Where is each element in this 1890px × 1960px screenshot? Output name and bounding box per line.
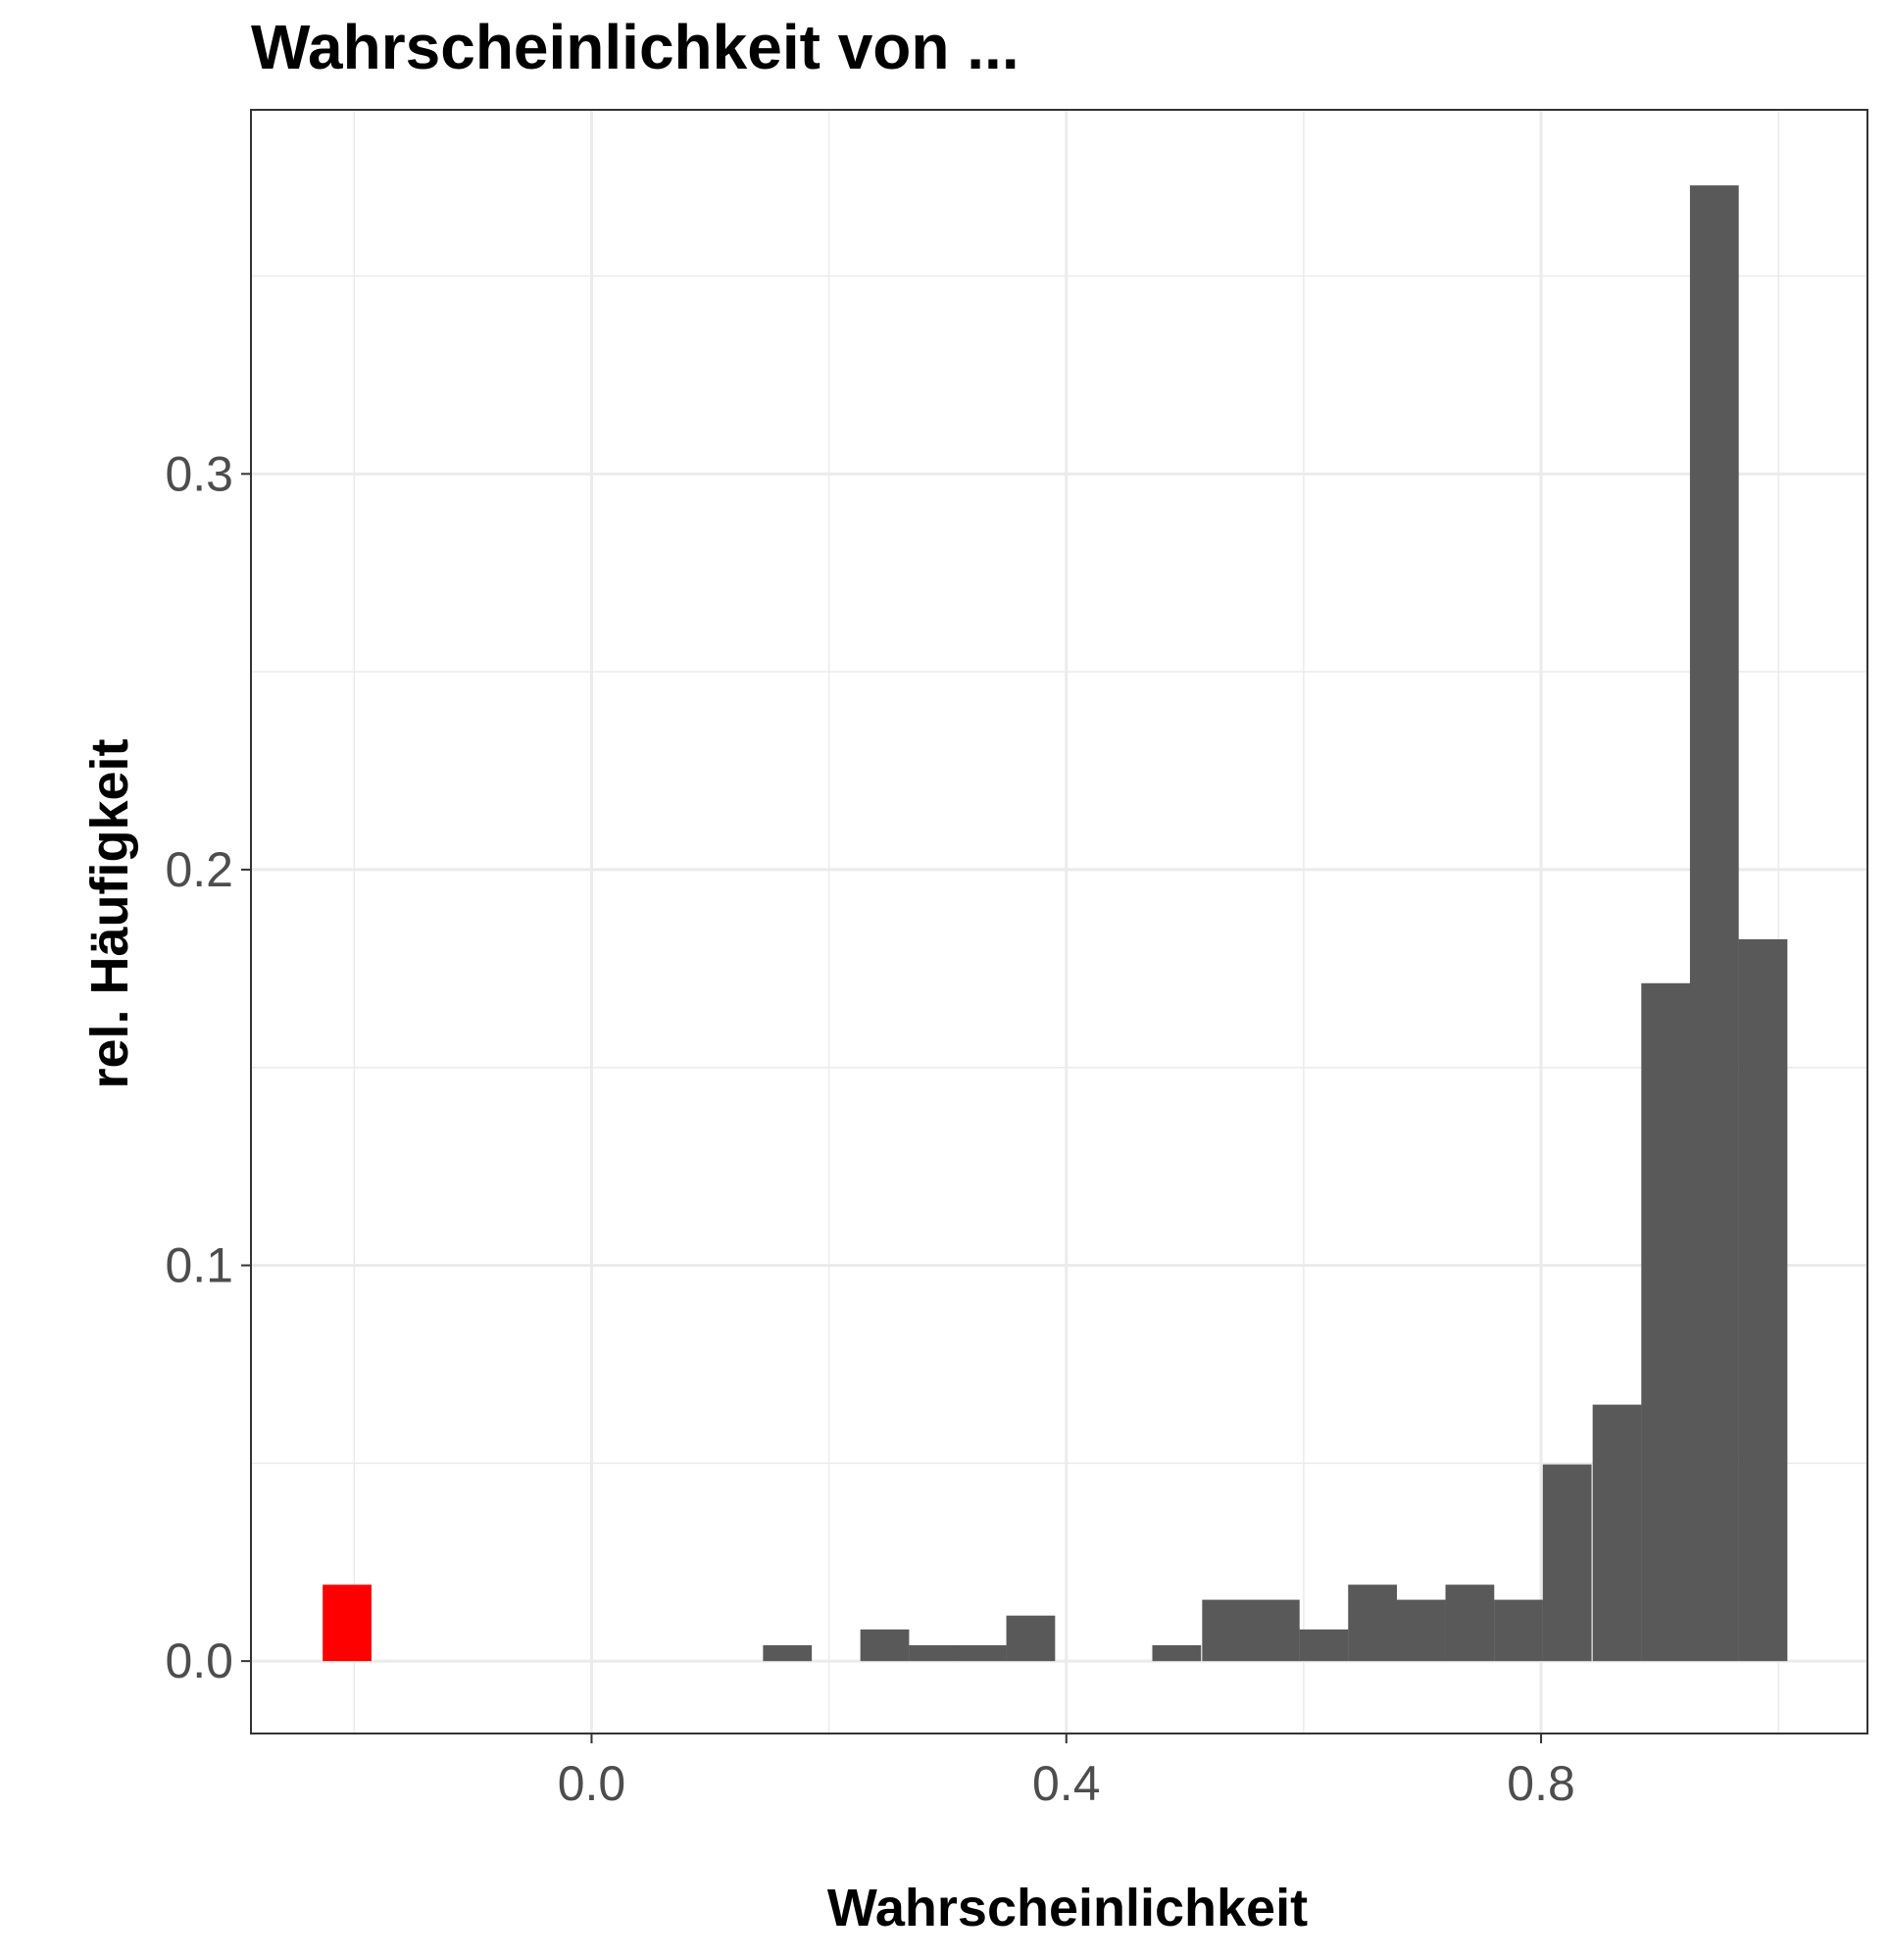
histogram-bar <box>1152 1644 1202 1662</box>
minor-gridlines <box>251 110 1867 1734</box>
y-axis-title: rel. Häufigkeit <box>80 738 139 1088</box>
x-tick-label: 0.0 <box>558 1756 626 1811</box>
histogram-bar <box>1738 938 1788 1662</box>
y-tick-label: 0.3 <box>165 446 233 501</box>
histogram-bar <box>1445 1584 1495 1662</box>
histogram-bar <box>1396 1599 1446 1662</box>
x-axis-title: Wahrscheinlichkeit <box>827 1879 1308 1937</box>
y-axis: 0.0 0.1 0.2 0.3 <box>165 446 251 1688</box>
histogram-bar <box>1006 1615 1056 1662</box>
histogram-bar <box>860 1629 910 1662</box>
histogram-bar <box>1299 1629 1349 1662</box>
histogram-bar <box>1689 185 1739 1662</box>
histogram-bar <box>1348 1584 1398 1662</box>
histogram-bar <box>1250 1599 1300 1662</box>
major-gridlines <box>251 110 1867 1734</box>
histogram-bar <box>1542 1464 1592 1662</box>
chart-title: Wahrscheinlichkeit von ... <box>251 12 1020 82</box>
histogram-bar <box>1641 982 1691 1662</box>
y-tick-label: 0.1 <box>165 1238 233 1293</box>
histogram-bar <box>1592 1404 1642 1662</box>
histogram-bar <box>909 1644 959 1662</box>
y-tick-label: 0.0 <box>165 1633 233 1688</box>
histogram-bar <box>1202 1599 1252 1662</box>
x-tick-label: 0.4 <box>1032 1756 1101 1811</box>
x-tick-label: 0.8 <box>1507 1756 1575 1811</box>
histogram-bar <box>763 1644 813 1662</box>
plot-panel-border <box>250 109 1868 1734</box>
x-axis: 0.0 0.4 0.8 <box>558 1734 1575 1811</box>
histogram-bar <box>323 1584 372 1662</box>
histogram-bars <box>323 185 1788 1662</box>
histogram-bar <box>957 1644 1007 1662</box>
histogram-bar <box>1494 1599 1543 1662</box>
y-tick-label: 0.2 <box>165 842 233 897</box>
